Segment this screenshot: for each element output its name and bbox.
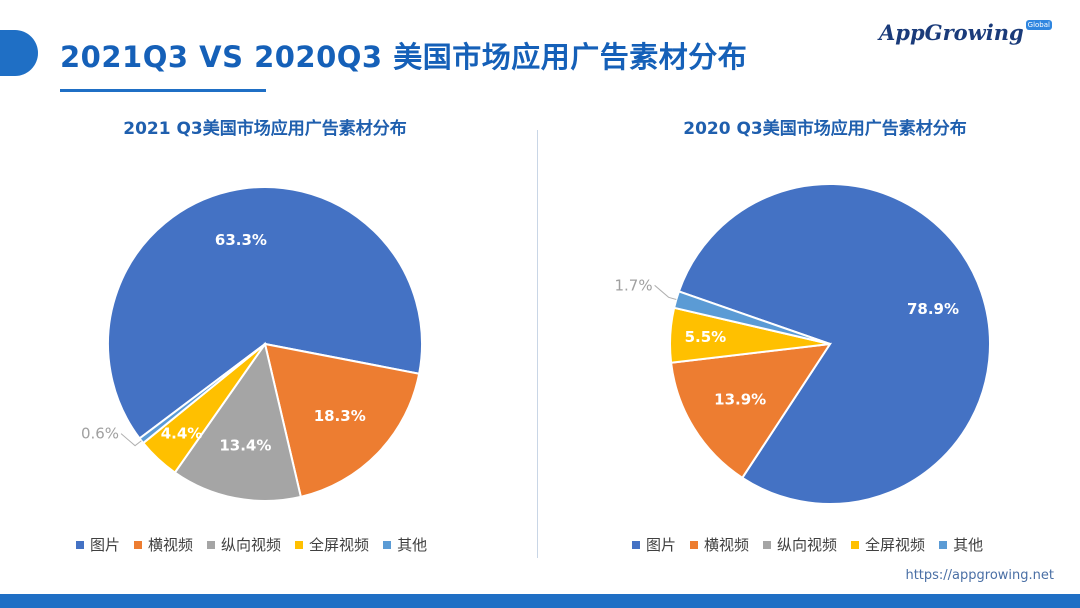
bottom-bar (0, 594, 1080, 608)
pie-slice-2021-image (107, 186, 423, 440)
page-title: 2021Q3 VS 2020Q3 美国市场应用广告素材分布 (60, 40, 748, 74)
pie-slice-2020-image (677, 183, 991, 505)
legend-label: 横视频 (148, 536, 194, 554)
pie-label-2020-horizontal-video: 13.9% (714, 391, 766, 409)
pie-slice-2021-horizontal-video (263, 342, 421, 499)
title-underline (60, 89, 266, 92)
legend-swatch (632, 540, 640, 549)
pie-slice-2020-horizontal-video (669, 342, 833, 480)
pie-label-2020-fullscreen-video: 5.5% (685, 328, 727, 346)
legend-item-2021-image: 图片 (76, 534, 120, 555)
appgrowing-logo: AppGrowing Global (879, 16, 1052, 50)
legend-item-2020-horizontal-video: 横视频 (690, 534, 749, 555)
legend-swatch (851, 540, 860, 549)
pie-leader-2021-other (120, 433, 142, 447)
logo-text: AppGrowing (878, 20, 1024, 45)
legend-label: 其他 (953, 536, 984, 554)
chart-title-2020: 2020 Q3美国市场应用广告素材分布 (683, 119, 967, 139)
pie-label-2020-image: 78.9% (907, 300, 959, 318)
legend-item-2021-other: 其他 (383, 534, 427, 555)
pie-label-2021-vertical-video: 13.4% (219, 437, 271, 455)
legend-swatch (134, 540, 143, 549)
legend-item-2020-other: 其他 (939, 534, 983, 555)
pie-label-2021-other: 0.6% (81, 425, 119, 443)
legend-item-2020-vertical-video: 纵向视频 (763, 534, 837, 555)
legend-swatch (207, 540, 216, 549)
logo-badge: Global (1025, 20, 1052, 30)
chart-divider (537, 130, 538, 558)
legend-swatch (383, 540, 392, 549)
legend-2020: 图片 横视频 纵向视频 全屏视频 其他 (632, 534, 983, 555)
legend-swatch (763, 540, 772, 549)
legend-label: 全屏视频 (865, 536, 926, 554)
legend-label: 横视频 (704, 536, 750, 554)
pie-label-2020-other: 1.7% (615, 276, 653, 294)
legend-label: 图片 (646, 536, 677, 554)
legend-item-2021-vertical-video: 纵向视频 (207, 534, 281, 555)
legend-swatch (295, 540, 304, 549)
legend-swatch (690, 540, 699, 549)
legend-item-2021-fullscreen-video: 全屏视频 (295, 534, 369, 555)
legend-label: 全屏视频 (309, 536, 370, 554)
footer-url[interactable]: https://appgrowing.net (905, 568, 1054, 583)
legend-label: 纵向视频 (221, 536, 282, 554)
legend-item-2020-image: 图片 (632, 534, 676, 555)
pie-leader-2020-other (654, 284, 677, 301)
pie-slice-2020-other (672, 290, 831, 345)
legend-label: 图片 (90, 536, 121, 554)
legend-swatch (939, 540, 948, 549)
pie-label-2021-fullscreen-video: 4.4% (161, 425, 203, 443)
pie-label-2021-horizontal-video: 18.3% (314, 407, 366, 425)
header-accent-tab (0, 30, 38, 76)
legend-label: 纵向视频 (777, 536, 838, 554)
legend-swatch (76, 540, 84, 549)
chart-title-2021: 2021 Q3美国市场应用广告素材分布 (123, 119, 407, 139)
legend-item-2021-horizontal-video: 横视频 (134, 534, 193, 555)
legend-2021: 图片 横视频 纵向视频 全屏视频 其他 (76, 534, 427, 555)
pie-label-2021-image: 63.3% (215, 231, 267, 249)
pie-slice-2021-vertical-video (173, 341, 303, 502)
legend-label: 其他 (397, 536, 428, 554)
legend-item-2020-fullscreen-video: 全屏视频 (851, 534, 925, 555)
